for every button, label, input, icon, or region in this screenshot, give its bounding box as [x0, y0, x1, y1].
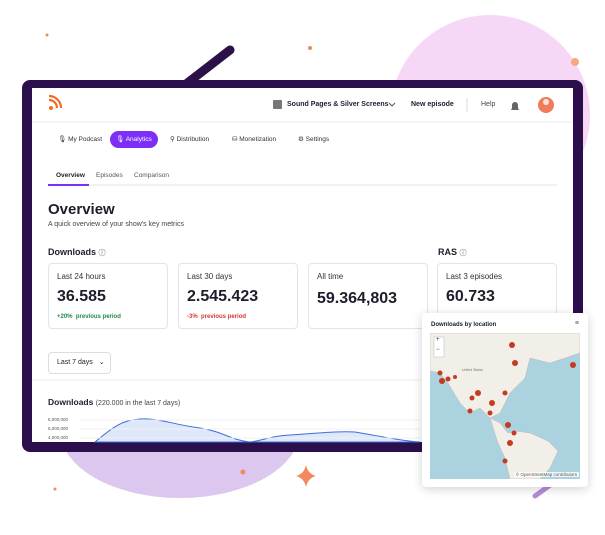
change-value: +20%	[57, 314, 73, 320]
card-value: 2.545.423	[187, 288, 259, 305]
tab[interactable]: Overview	[56, 172, 85, 179]
zoom-control	[433, 336, 445, 358]
nav-my-podcast[interactable]: 🎙 My Podcast	[58, 136, 103, 143]
nav-label: Distribution	[176, 136, 210, 143]
card-change: +20% previous period	[57, 314, 121, 320]
map-label: United States	[462, 368, 484, 372]
chart-title: Downloads (220.000 in the last 7 days)	[48, 397, 180, 407]
map-title: Downloads by location	[431, 322, 497, 328]
card-change: -3% previous period	[187, 314, 246, 320]
menu-icon[interactable]: ≡	[574, 320, 579, 327]
land-north-america	[430, 333, 580, 419]
nav-label: Analytics	[125, 136, 152, 143]
nav-monetization[interactable]: ⛁ Monetization	[232, 136, 277, 143]
sparkle	[296, 465, 316, 487]
nav-settings[interactable]: ⚙ Settings	[298, 136, 330, 143]
tab[interactable]: Episodes	[96, 172, 123, 179]
podcast-name[interactable]: Sound Pages & Silver Screens	[287, 101, 389, 108]
y-tick-label: 4,000,000	[48, 435, 69, 440]
card-value: 59.364,803	[317, 290, 398, 307]
change-note: previous period	[201, 314, 247, 320]
rss-logo	[48, 94, 63, 110]
page-title: Overview	[48, 201, 115, 218]
change-value: -3%	[187, 314, 198, 320]
new-episode[interactable]: New episode	[411, 101, 454, 108]
card-label: Last 24 hours	[57, 272, 106, 281]
section-label: Downloads	[48, 247, 97, 257]
card-label: Last 3 episodes	[446, 272, 503, 281]
nav-analytics[interactable]: 🎙 Analytics	[110, 131, 158, 148]
help-link[interactable]: Help	[481, 101, 496, 108]
y-tick-label: 5,000,000	[48, 426, 69, 431]
chart-title-text: Downloads	[48, 397, 94, 407]
range-dropdown[interactable]: Last 7 days ⌄	[48, 352, 111, 374]
change-note: previous period	[75, 314, 121, 320]
y-tick-label: 6,000,000	[48, 417, 69, 422]
card-label: Last 30 days	[187, 272, 233, 281]
zoom-out[interactable]: −	[436, 347, 440, 353]
info-icon: ⓘ	[459, 250, 467, 257]
map-card: Downloads by location ≡ + − United State…	[422, 313, 588, 487]
dot	[571, 58, 579, 66]
chevron: ⌄	[98, 359, 105, 366]
nav-label: My Podcast	[68, 136, 103, 143]
map	[430, 333, 580, 479]
nav-label: Settings	[305, 136, 330, 143]
podcast-icon	[273, 100, 282, 109]
card-label: All time	[317, 272, 344, 281]
dot	[240, 469, 246, 475]
metric-card: Last 24 hours 36.585 +20% previous perio…	[48, 263, 168, 329]
dot	[45, 33, 49, 37]
dot	[53, 487, 57, 491]
metric-card: All time 59.364,803	[308, 263, 428, 329]
zoom-in[interactable]: +	[436, 337, 440, 343]
avatar-face	[543, 99, 549, 105]
range-label: Last 7 days	[57, 359, 93, 366]
info-icon: ⓘ	[98, 250, 106, 257]
map-attribution: © OpenStreetMap contributors	[513, 472, 579, 477]
bell-icon	[511, 102, 519, 110]
section-title: Downloads ⓘ	[48, 247, 106, 258]
page-subtitle: A quick overview of your show's key metr…	[48, 221, 184, 228]
section-title: RAS ⓘ	[438, 247, 467, 258]
card-value: 36.585	[57, 288, 106, 305]
land-south-america	[489, 417, 559, 479]
metric-card: Last 30 days 2.545.423 -3% previous peri…	[178, 263, 298, 329]
dot	[308, 46, 312, 50]
downloads-line	[93, 418, 421, 443]
section-label: RAS	[438, 247, 458, 257]
chevron	[388, 102, 396, 107]
card-value: 60.733	[446, 288, 495, 305]
nav-label: Monetization	[239, 136, 277, 143]
chart-note: (220.000 in the last 7 days)	[95, 400, 181, 407]
tab[interactable]: Comparison	[134, 172, 170, 179]
location-dots	[437, 342, 576, 464]
nav-distribution[interactable]: ⚲ Distribution	[170, 136, 210, 143]
